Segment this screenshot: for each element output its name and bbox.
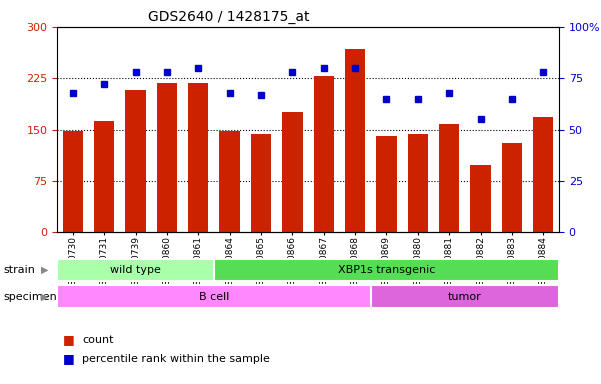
Text: GDS2640 / 1428175_at: GDS2640 / 1428175_at [148,10,309,23]
Text: wild type: wild type [110,265,161,275]
Bar [57,285,371,308]
Bar [502,143,522,232]
Text: ■: ■ [63,353,75,366]
Bar [345,49,365,232]
Text: count: count [82,335,114,345]
Bar [57,258,214,281]
Bar [376,136,397,232]
Text: strain: strain [3,265,35,275]
Bar [63,131,83,232]
Bar [214,258,559,281]
Text: tumor: tumor [448,291,482,302]
Bar [371,285,559,308]
Text: ■: ■ [63,333,75,346]
Bar [314,76,334,232]
Bar [439,124,459,232]
Bar [407,134,428,232]
Bar [219,131,240,232]
Text: XBP1s transgenic: XBP1s transgenic [338,265,435,275]
Bar [251,134,271,232]
Bar [471,165,490,232]
Bar [188,83,209,232]
Text: ▶: ▶ [41,265,48,275]
Bar [126,90,145,232]
Text: ▶: ▶ [41,291,48,302]
Text: B cell: B cell [199,291,229,302]
Text: percentile rank within the sample: percentile rank within the sample [82,354,270,364]
Bar [282,113,302,232]
Bar [533,117,554,232]
Bar [157,83,177,232]
Bar [94,121,114,232]
Text: specimen: specimen [3,291,56,302]
